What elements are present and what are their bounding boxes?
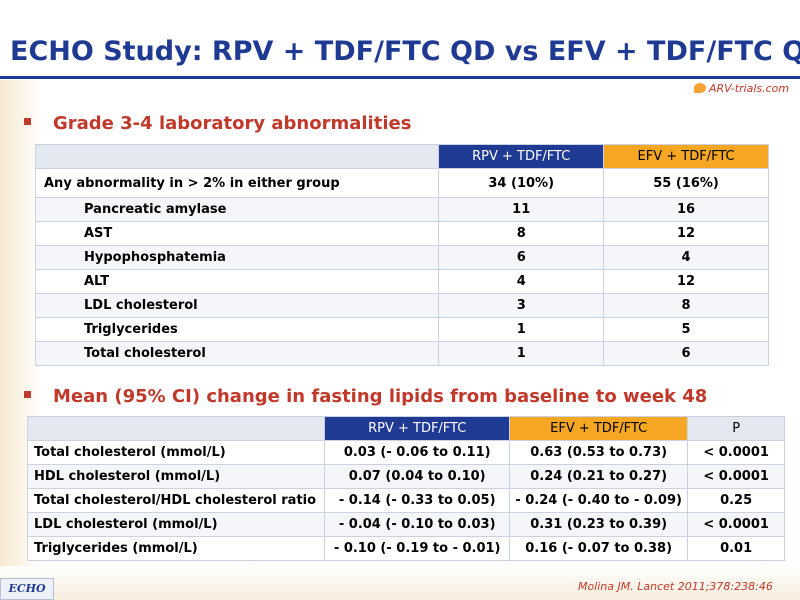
table-row: Pancreatic amylase 11 16 bbox=[34, 197, 769, 222]
section2-heading: Mean (95% CI) change in fasting lipids f… bbox=[24, 386, 707, 407]
table-row: ALT 4 12 bbox=[34, 269, 769, 294]
slide-title: ECHO Study: RPV + TDF/FTC QD vs EFV + TD… bbox=[10, 36, 800, 67]
table-row: AST 8 12 bbox=[34, 221, 769, 246]
table-row: HDL cholesterol (mmol/L) 0.07 (0.04 to 0… bbox=[26, 464, 785, 489]
rpv-value: 34 (10%) bbox=[438, 168, 605, 198]
row-label: LDL cholesterol bbox=[34, 293, 440, 318]
logo-text: ARV-trials.com bbox=[709, 82, 790, 95]
table-row: Hypophosphatemia 6 4 bbox=[34, 245, 769, 270]
rpv-value: - 0.14 (- 0.33 to 0.05) bbox=[324, 488, 511, 513]
row-label: Triglycerides bbox=[34, 317, 440, 342]
rpv-value: 1 bbox=[438, 341, 605, 366]
table-row: Any abnormality in > 2% in either group … bbox=[34, 168, 769, 198]
efv-value: 0.24 (0.21 to 0.27) bbox=[509, 464, 689, 489]
header-rpv: RPV + TDF/FTC bbox=[438, 144, 605, 169]
header-blank-cell bbox=[26, 416, 326, 441]
efv-value: 12 bbox=[603, 221, 769, 246]
section2-heading-text: Mean (95% CI) change in fasting lipids f… bbox=[53, 386, 708, 407]
header-efv: EFV + TDF/FTC bbox=[603, 144, 769, 169]
table-row: Total cholesterol (mmol/L) 0.03 (- 0.06 … bbox=[26, 440, 785, 465]
background-bottom-decoration bbox=[0, 566, 800, 600]
row-label: Triglycerides (mmol/L) bbox=[26, 536, 326, 561]
efv-value: 0.63 (0.53 to 0.73) bbox=[509, 440, 689, 465]
header-blank-cell bbox=[34, 144, 440, 169]
p-value: < 0.0001 bbox=[687, 512, 785, 537]
table-header-row: RPV + TDF/FTC EFV + TDF/FTC P bbox=[26, 416, 785, 441]
title-underline bbox=[0, 76, 800, 79]
efv-value: 12 bbox=[603, 269, 769, 294]
row-label: LDL cholesterol (mmol/L) bbox=[26, 512, 326, 537]
efv-value: 5 bbox=[603, 317, 769, 342]
table-row: LDL cholesterol (mmol/L) - 0.04 (- 0.10 … bbox=[26, 512, 785, 537]
header-efv: EFV + TDF/FTC bbox=[509, 416, 689, 441]
row-label: Total cholesterol/HDL cholesterol ratio bbox=[26, 488, 326, 513]
rpv-value: 0.03 (- 0.06 to 0.11) bbox=[324, 440, 511, 465]
study-tag: ECHO bbox=[0, 578, 54, 600]
efv-value: 6 bbox=[603, 341, 769, 366]
row-label: ALT bbox=[34, 269, 440, 294]
row-label: Total cholesterol bbox=[34, 341, 440, 366]
row-label: Pancreatic amylase bbox=[34, 197, 440, 222]
row-label: Hypophosphatemia bbox=[34, 245, 440, 270]
rpv-value: - 0.04 (- 0.10 to 0.03) bbox=[324, 512, 511, 537]
efv-value: 55 (16%) bbox=[603, 168, 769, 198]
efv-value: 8 bbox=[603, 293, 769, 318]
row-label: HDL cholesterol (mmol/L) bbox=[26, 464, 326, 489]
row-label: Total cholesterol (mmol/L) bbox=[26, 440, 326, 465]
p-value: < 0.0001 bbox=[687, 440, 785, 465]
citation: Molina JM. Lancet 2011;378:238:46 bbox=[578, 580, 773, 593]
efv-value: - 0.24 (- 0.40 to - 0.09) bbox=[509, 488, 689, 513]
efv-value: 0.16 (- 0.07 to 0.38) bbox=[509, 536, 689, 561]
section1-heading: Grade 3-4 laboratory abnormalities bbox=[24, 113, 411, 134]
logo-leaf-icon bbox=[694, 83, 706, 93]
arv-trials-logo: ARV-trials.com bbox=[694, 82, 789, 95]
fasting-lipids-table: RPV + TDF/FTC EFV + TDF/FTC P Total chol… bbox=[26, 416, 785, 561]
lab-abnormalities-table: RPV + TDF/FTC EFV + TDF/FTC Any abnormal… bbox=[34, 144, 769, 366]
p-value: 0.25 bbox=[687, 488, 785, 513]
rpv-value: 11 bbox=[438, 197, 605, 222]
table-header-row: RPV + TDF/FTC EFV + TDF/FTC bbox=[34, 144, 769, 169]
efv-value: 16 bbox=[603, 197, 769, 222]
efv-value: 0.31 (0.23 to 0.39) bbox=[509, 512, 689, 537]
p-value: < 0.0001 bbox=[687, 464, 785, 489]
table-row: Triglycerides (mmol/L) - 0.10 (- 0.19 to… bbox=[26, 536, 785, 561]
table-row: Total cholesterol/HDL cholesterol ratio … bbox=[26, 488, 785, 513]
row-label: Any abnormality in > 2% in either group bbox=[34, 168, 440, 198]
rpv-value: 3 bbox=[438, 293, 605, 318]
table-row: Total cholesterol 1 6 bbox=[34, 341, 769, 366]
efv-value: 4 bbox=[603, 245, 769, 270]
table-row: Triglycerides 1 5 bbox=[34, 317, 769, 342]
row-label: AST bbox=[34, 221, 440, 246]
rpv-value: - 0.10 (- 0.19 to - 0.01) bbox=[324, 536, 511, 561]
rpv-value: 0.07 (0.04 to 0.10) bbox=[324, 464, 511, 489]
bullet-square-icon bbox=[24, 391, 31, 398]
header-rpv: RPV + TDF/FTC bbox=[324, 416, 511, 441]
header-p: P bbox=[687, 416, 785, 441]
rpv-value: 8 bbox=[438, 221, 605, 246]
rpv-value: 6 bbox=[438, 245, 605, 270]
rpv-value: 1 bbox=[438, 317, 605, 342]
rpv-value: 4 bbox=[438, 269, 605, 294]
table-row: LDL cholesterol 3 8 bbox=[34, 293, 769, 318]
p-value: 0.01 bbox=[687, 536, 785, 561]
bullet-square-icon bbox=[24, 118, 31, 125]
section1-heading-text: Grade 3-4 laboratory abnormalities bbox=[53, 113, 412, 134]
